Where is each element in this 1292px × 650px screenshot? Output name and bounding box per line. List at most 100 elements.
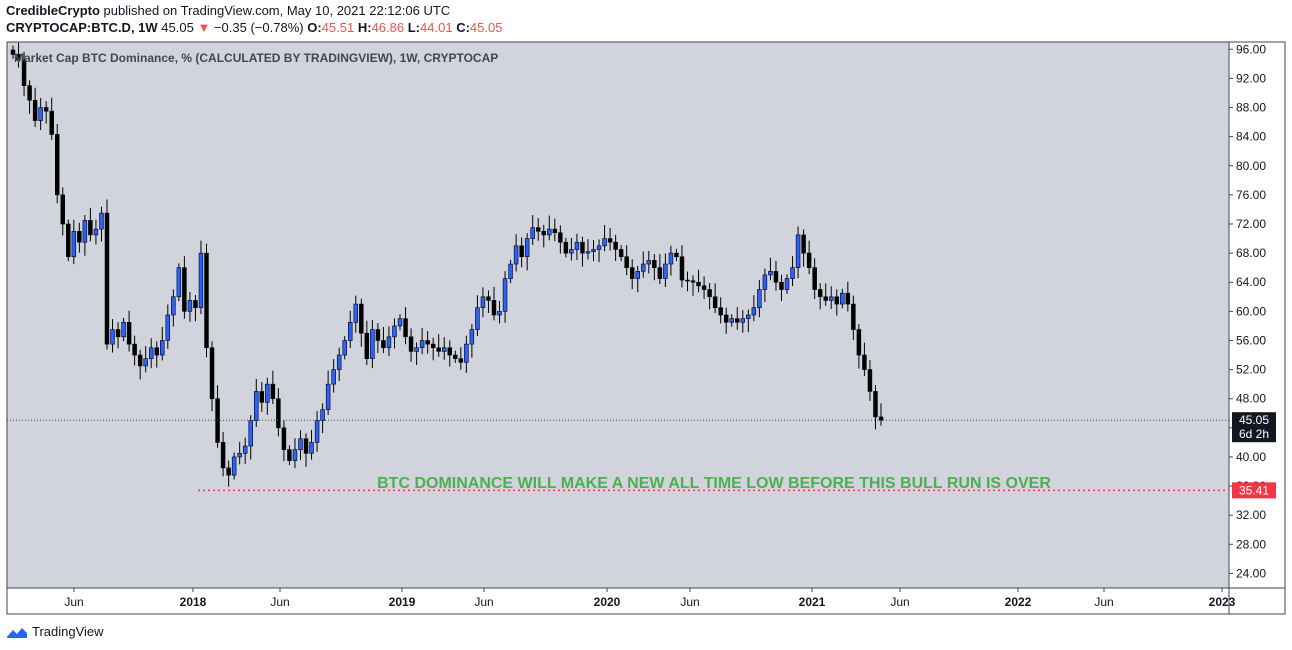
candle-up — [469, 329, 475, 345]
candle-up — [442, 347, 447, 352]
support-level-label: 35.41 — [1239, 483, 1269, 497]
candle-up — [790, 267, 795, 279]
candle-down — [425, 340, 430, 345]
y-tick-label: 76.00 — [1236, 188, 1266, 202]
candle-down — [629, 267, 635, 279]
candle-down — [137, 354, 143, 367]
candle-up — [414, 347, 419, 352]
candle-down — [458, 358, 464, 363]
candle-up — [292, 449, 298, 461]
y-tick-label: 28.00 — [1236, 537, 1266, 551]
candle-down — [707, 289, 712, 298]
brand-name: TradingView — [32, 624, 104, 639]
candle-up — [348, 321, 353, 341]
candle-up — [574, 241, 580, 250]
y-tick-label: 40.00 — [1236, 450, 1266, 464]
candle-down — [66, 223, 71, 258]
x-tick-label: 2022 — [1005, 595, 1032, 609]
candle-up — [784, 278, 790, 290]
candle-up — [314, 420, 320, 443]
candle-down — [535, 227, 541, 232]
candle-up — [740, 318, 746, 323]
support-level-badge — [1232, 482, 1276, 499]
candle-down — [21, 59, 27, 86]
y-tick-label: 60.00 — [1236, 304, 1266, 318]
candle-down — [32, 99, 38, 121]
high-label: H: — [357, 20, 372, 35]
candle-down — [491, 300, 497, 316]
y-tick-label: 48.00 — [1236, 392, 1266, 406]
candle-up — [751, 307, 757, 316]
candle-down — [287, 449, 292, 461]
candle-up — [480, 296, 486, 309]
candle-down — [873, 391, 878, 418]
low-value: 44.01 — [420, 20, 453, 35]
candle-up — [325, 383, 331, 410]
candle-down — [834, 296, 840, 305]
author-name[interactable]: CredibleCrypto — [6, 3, 100, 18]
candle-down — [303, 438, 309, 454]
candle-up — [331, 369, 336, 385]
candle-up — [646, 260, 652, 265]
last-price-label: 45.05 — [1239, 413, 1269, 427]
y-tick-label: 88.00 — [1236, 101, 1266, 115]
candle-down — [856, 329, 862, 356]
candle-down — [453, 354, 458, 359]
candle-down — [408, 336, 414, 352]
candle-up — [497, 311, 502, 316]
candle-up — [187, 300, 193, 312]
candle-up — [635, 271, 640, 279]
candle-down — [712, 296, 718, 309]
y-tick-label: 84.00 — [1236, 130, 1266, 144]
candle-down — [657, 267, 663, 279]
candle-down — [259, 391, 265, 403]
countdown-label: 6d 2h — [1239, 427, 1269, 441]
candle-down — [204, 252, 209, 349]
plot-background — [7, 42, 1229, 588]
low-label: L: — [407, 20, 421, 35]
candle-up — [757, 289, 762, 309]
candle-up — [591, 249, 596, 252]
candle-up — [508, 263, 513, 279]
candle-down — [226, 467, 231, 476]
candle-down — [27, 85, 32, 101]
y-tick-label: 32.00 — [1236, 508, 1266, 522]
x-tick-label: Jun — [270, 595, 289, 609]
candle-down — [364, 332, 370, 359]
candle-up — [370, 329, 375, 359]
candle-up — [668, 252, 674, 265]
candle-up — [231, 456, 237, 476]
high-value: 46.86 — [371, 20, 405, 35]
candle-down — [718, 307, 723, 316]
candle-up — [82, 220, 88, 243]
y-tick-label: 24.00 — [1236, 566, 1266, 580]
tradingview-logo-icon — [7, 627, 27, 638]
candle-down — [126, 321, 132, 345]
tradingview-brand[interactable]: TradingView — [6, 624, 104, 639]
symbol-label[interactable]: CRYPTOCAP:BTC.D, 1W — [6, 20, 158, 35]
candle-down — [447, 347, 452, 356]
candle-down — [60, 194, 65, 225]
x-tick-label: Jun — [680, 595, 699, 609]
candle-down — [862, 354, 867, 370]
candle-up — [342, 340, 347, 356]
candle-up — [392, 325, 397, 338]
y-tick-label: 72.00 — [1236, 217, 1266, 231]
candle-up — [663, 263, 668, 279]
candle-up — [502, 278, 508, 312]
candle-down — [817, 289, 823, 298]
candle-up — [585, 251, 591, 254]
candle-down — [773, 271, 779, 283]
candle-down — [43, 107, 49, 112]
candle-up — [38, 107, 43, 121]
candle-down — [281, 427, 287, 450]
candle-up — [298, 438, 303, 450]
candle-down — [685, 279, 690, 282]
candle-up — [320, 409, 325, 421]
candle-down — [486, 296, 491, 301]
candle-up — [547, 228, 552, 236]
candle-up — [602, 238, 607, 247]
candle-up — [160, 340, 165, 356]
candle-up — [165, 314, 171, 341]
